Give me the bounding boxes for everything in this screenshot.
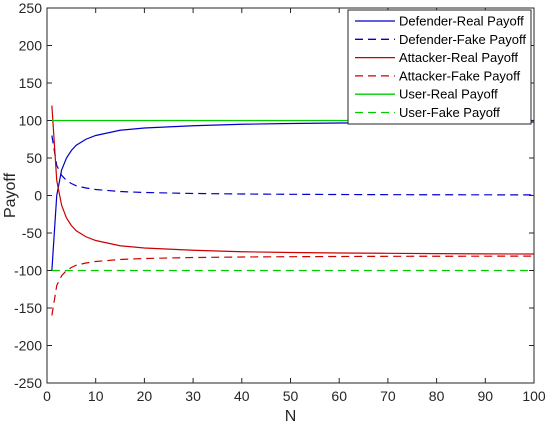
- y-tick-label: 150: [19, 75, 43, 91]
- series-line-defender-fake-payoff: [51, 135, 535, 196]
- legend-item-user-real-payoff: User-Real Payoff: [355, 87, 498, 102]
- legend-item-attacker-real-payoff: Attacker-Real Payoff: [355, 50, 518, 65]
- legend-label: Defender-Fake Payoff: [399, 32, 526, 47]
- x-tick-label: 60: [331, 388, 347, 404]
- x-axis: 0 10 20 30 40 50 60 70 80 90 100: [43, 8, 546, 404]
- x-tick-label: 70: [380, 388, 396, 404]
- legend-label: Defender-Real Payoff: [399, 14, 524, 29]
- legend-item-defender-fake-payoff: Defender-Fake Payoff: [355, 32, 526, 47]
- y-tick-label: -150: [14, 300, 42, 316]
- legend-label: User-Fake Payoff: [399, 105, 500, 120]
- x-tick-label: 30: [185, 388, 201, 404]
- series-line-attacker-fake-payoff: [51, 255, 535, 316]
- x-tick-label: 20: [137, 388, 153, 404]
- legend-item-user-fake-payoff: User-Fake Payoff: [355, 105, 500, 120]
- x-axis-label: N: [285, 408, 297, 425]
- x-tick-label: 10: [88, 388, 104, 404]
- y-axis: -250 -200 -150 -100 -50 0 50 100 150 200 250: [14, 0, 534, 391]
- x-tick-label: 50: [283, 388, 299, 404]
- x-tick-label: 100: [522, 388, 546, 404]
- legend-item-defender-real-payoff: Defender-Real Payoff: [355, 14, 524, 29]
- y-tick-label: 250: [19, 0, 43, 16]
- series-line-attacker-real-payoff: [51, 105, 535, 255]
- y-tick-label: -250: [14, 375, 42, 391]
- y-tick-label: 0: [34, 188, 42, 204]
- y-tick-label: -50: [22, 225, 42, 241]
- y-tick-label: 50: [26, 150, 42, 166]
- legend-label: Attacker-Fake Payoff: [399, 68, 521, 83]
- y-tick-label: 200: [19, 38, 43, 54]
- y-tick-label: -200: [14, 338, 42, 354]
- y-axis-label: Payoff: [2, 172, 19, 218]
- x-tick-label: 90: [478, 388, 494, 404]
- legend-label: User-Real Payoff: [399, 87, 498, 102]
- legend-label: Attacker-Real Payoff: [399, 50, 518, 65]
- y-tick-label: -100: [14, 263, 42, 279]
- x-tick-label: 0: [43, 388, 51, 404]
- x-tick-label: 80: [429, 388, 445, 404]
- legend-box: [347, 9, 532, 125]
- legend: Defender-Real Payoff Defender-Fake Payoff…: [347, 9, 532, 125]
- legend-item-attacker-fake-payoff: Attacker-Fake Payoff: [355, 68, 521, 83]
- x-tick-label: 40: [234, 388, 250, 404]
- y-tick-label: 100: [19, 113, 43, 129]
